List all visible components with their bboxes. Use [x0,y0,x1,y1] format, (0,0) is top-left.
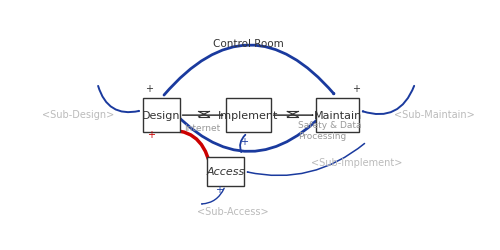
Text: Internet: Internet [184,124,220,133]
Text: <Sub-Maintain>: <Sub-Maintain> [394,110,475,120]
Text: +: + [214,184,222,194]
Text: +: + [146,84,154,94]
Text: Access: Access [206,166,244,176]
Text: +: + [147,130,155,140]
Text: Maintain: Maintain [314,111,362,121]
FancyBboxPatch shape [143,99,180,132]
Text: Safety & Data
Processing: Safety & Data Processing [298,121,362,140]
Text: +: + [240,137,248,147]
FancyBboxPatch shape [316,99,359,132]
Text: Control Room: Control Room [213,38,284,48]
Text: Implement: Implement [218,111,278,121]
Text: <Sub-Implement>: <Sub-Implement> [312,158,402,168]
Text: <Sub-Access>: <Sub-Access> [197,206,269,216]
Text: <Sub-Design>: <Sub-Design> [42,110,114,120]
FancyBboxPatch shape [226,99,271,132]
Text: +: + [352,84,360,94]
Text: Design: Design [142,111,180,121]
FancyBboxPatch shape [207,157,244,186]
